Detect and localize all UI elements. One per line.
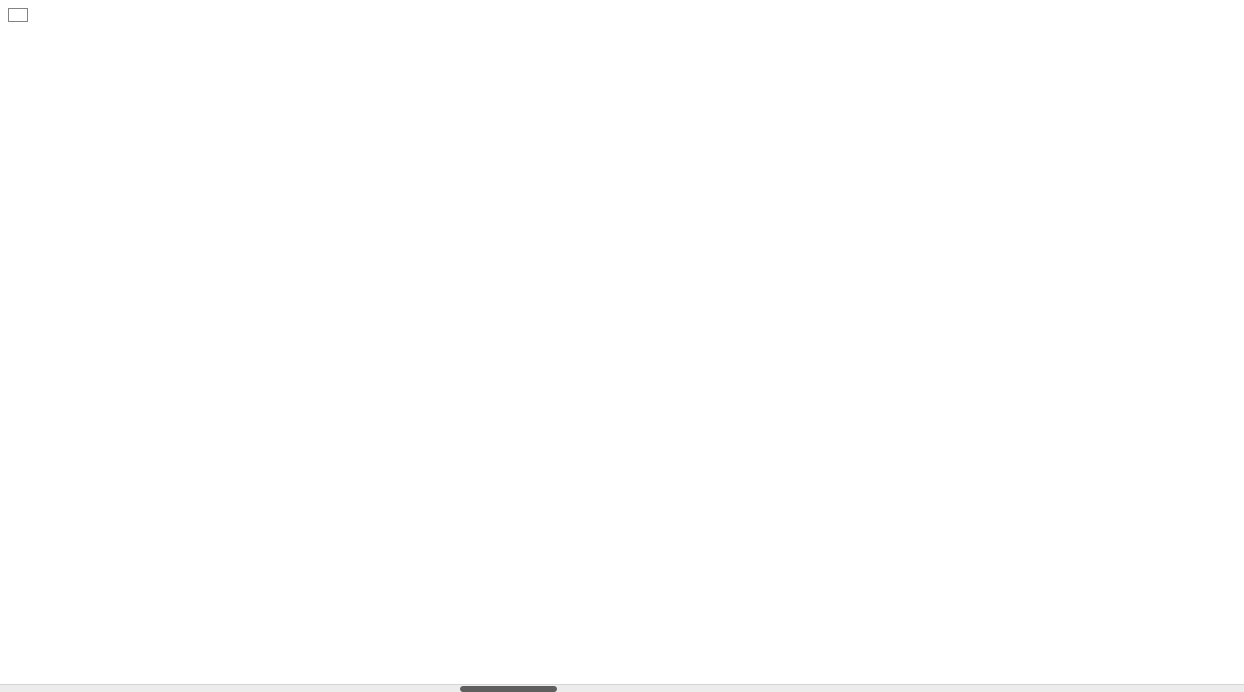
macd-indicator-header (12, 456, 18, 467)
scrollbar-thumb[interactable] (460, 686, 557, 692)
scrollbar-track[interactable] (0, 684, 1244, 692)
symbol-tab[interactable] (8, 8, 28, 22)
rsi-indicator-header (12, 566, 18, 577)
